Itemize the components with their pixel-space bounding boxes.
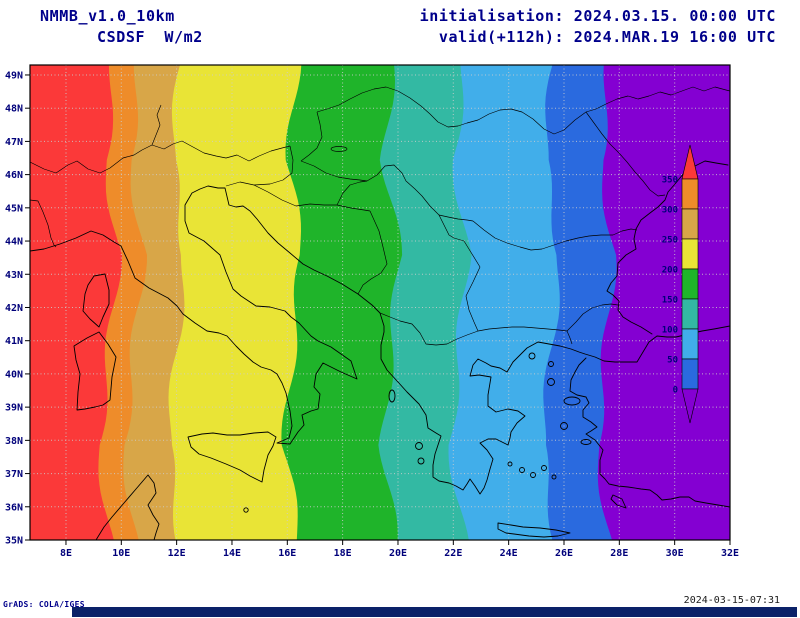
svg-text:12E: 12E: [168, 548, 186, 559]
svg-text:47N: 47N: [5, 137, 23, 148]
svg-text:43N: 43N: [5, 270, 23, 281]
svg-text:100: 100: [662, 326, 678, 336]
svg-text:26E: 26E: [555, 548, 573, 559]
svg-text:45N: 45N: [5, 203, 23, 214]
svg-text:39N: 39N: [5, 403, 23, 414]
svg-text:0: 0: [673, 386, 678, 396]
svg-text:22E: 22E: [444, 548, 462, 559]
svg-text:49N: 49N: [5, 70, 23, 81]
svg-text:150: 150: [662, 296, 678, 306]
svg-text:32E: 32E: [721, 548, 739, 559]
svg-text:35N: 35N: [5, 536, 23, 547]
svg-text:42N: 42N: [5, 303, 23, 314]
svg-text:8E: 8E: [60, 548, 72, 559]
shade-bands: [30, 65, 730, 540]
svg-text:20E: 20E: [389, 548, 407, 559]
svg-text:41N: 41N: [5, 336, 23, 347]
bottom-bar: [72, 607, 797, 617]
svg-text:10E: 10E: [112, 548, 130, 559]
svg-text:18E: 18E: [334, 548, 352, 559]
svg-text:38N: 38N: [5, 436, 23, 447]
svg-text:46N: 46N: [5, 170, 23, 181]
creation-timestamp: 2024-03-15-07:31: [684, 595, 780, 606]
svg-text:37N: 37N: [5, 469, 23, 480]
svg-text:16E: 16E: [278, 548, 296, 559]
svg-text:24E: 24E: [500, 548, 518, 559]
svg-text:28E: 28E: [610, 548, 628, 559]
svg-text:14E: 14E: [223, 548, 241, 559]
svg-text:40N: 40N: [5, 369, 23, 380]
svg-text:36N: 36N: [5, 502, 23, 513]
svg-text:30E: 30E: [666, 548, 684, 559]
svg-text:200: 200: [662, 266, 678, 276]
svg-text:350: 350: [662, 176, 678, 186]
svg-text:48N: 48N: [5, 104, 23, 115]
svg-text:44N: 44N: [5, 237, 23, 248]
map-chart: 350 300 250 200 150 100 50 0 8E 10E 12E 14E 16E 18E 2…: [0, 0, 800, 618]
svg-text:250: 250: [662, 236, 678, 246]
svg-text:50: 50: [667, 356, 678, 366]
svg-text:300: 300: [662, 206, 678, 216]
